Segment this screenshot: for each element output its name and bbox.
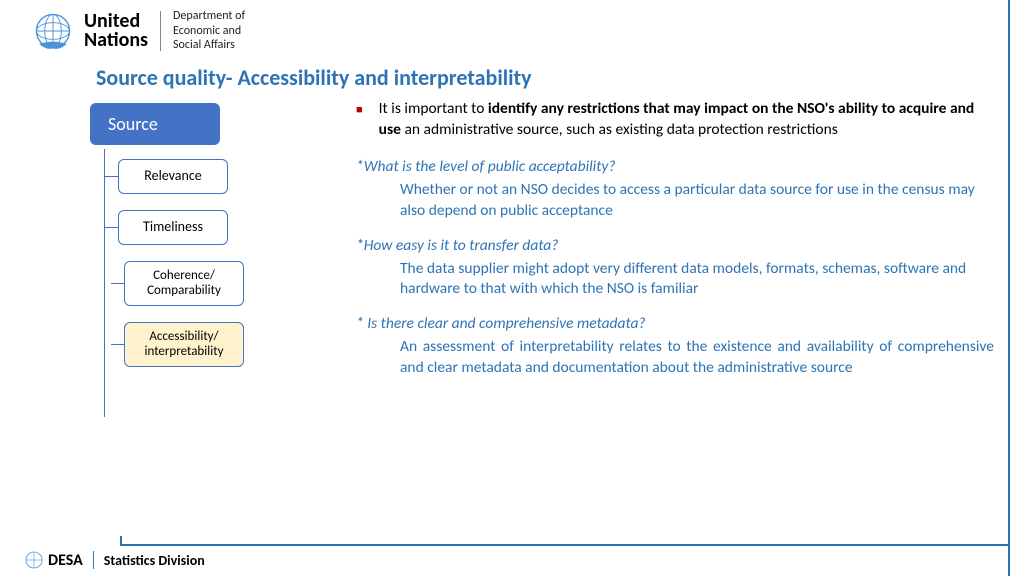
question-1: *What is the level of public acceptabili… [356,157,994,178]
footer-desa: DESA [48,551,83,570]
bullet-text: It is important to identify any restrict… [379,99,994,141]
header: United Nations Department of Economic an… [0,0,1024,58]
answer-2: The data supplier might adopt very diffe… [400,259,994,301]
answer-3: An assessment of interpretability relate… [400,337,994,379]
footer: DESA Statistics Division [0,546,1024,576]
tree-node-coherence: Coherence/ Comparability [124,261,244,306]
tree-node-accessibility: Accessibility/ interpretability [124,322,244,367]
source-tree: Source Relevance Timeliness Coherence/ C… [90,99,320,393]
footer-separator [93,551,94,569]
bullet-post: an administrative source, such as existi… [404,120,837,139]
header-separator [160,11,161,51]
dept-line1: Department of [173,9,245,23]
page-title: Source quality- Accessibility and interp… [0,58,1024,99]
tree-root: Source [90,103,220,145]
bullet-item: ■ It is important to identify any restri… [356,99,994,141]
question-2: *How easy is it to transfer data? [356,236,994,257]
org-name: United Nations [84,12,148,50]
decor-border-notch [120,536,122,546]
decor-border-right [1008,0,1010,576]
main-content: Source Relevance Timeliness Coherence/ C… [0,99,1024,393]
dept-line2: Economic and [173,24,245,38]
department: Department of Economic and Social Affair… [173,9,245,52]
desa-logo-icon [24,550,44,570]
bullet-pre: It is important to [379,99,488,118]
un-logo-icon [30,8,76,54]
body-content: ■ It is important to identify any restri… [320,99,994,393]
tree-node-timeliness: Timeliness [118,210,228,245]
tree-connector [104,149,105,417]
tree-items: Relevance Timeliness Coherence/ Comparab… [90,159,320,367]
dept-line3: Social Affairs [173,38,245,52]
answer-1: Whether or not an NSO decides to access … [400,180,994,222]
question-3: * Is there clear and comprehensive metad… [356,314,994,335]
tree-node-relevance: Relevance [118,159,228,194]
footer-division: Statistics Division [104,552,205,569]
org-line2: Nations [84,31,148,50]
square-bullet-icon: ■ [356,99,363,141]
